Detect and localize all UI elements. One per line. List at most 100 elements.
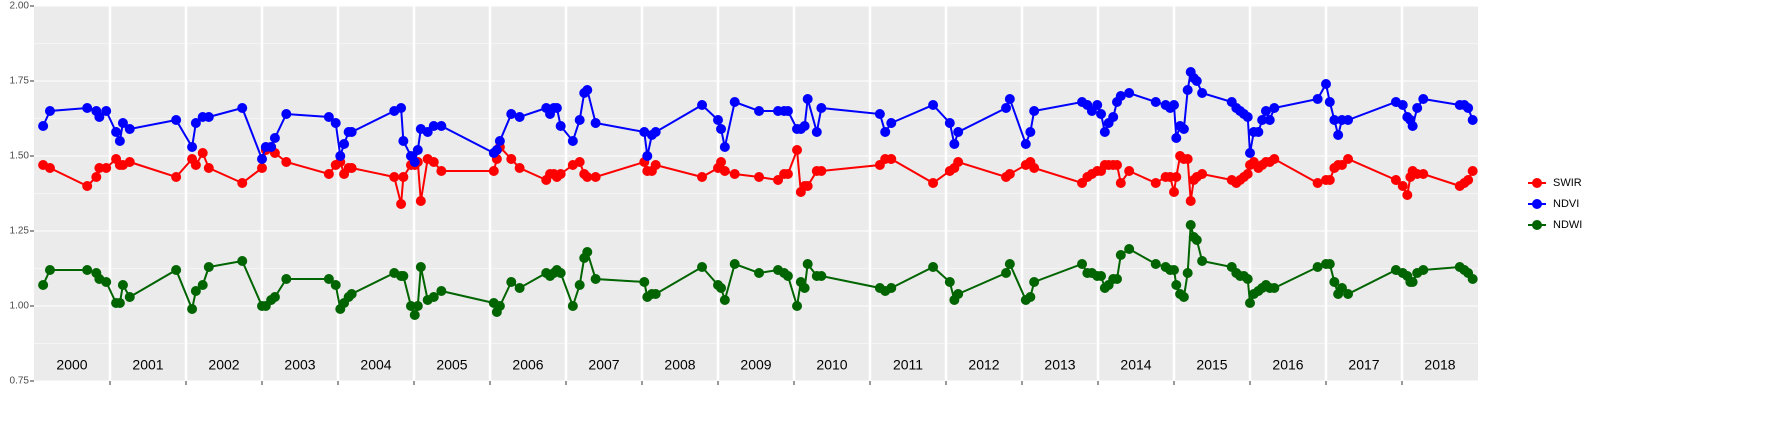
- data-point: [1260, 106, 1271, 116]
- data-point: [190, 286, 201, 296]
- data-point: [719, 295, 730, 305]
- data-point: [436, 166, 447, 176]
- data-point: [1467, 274, 1478, 284]
- data-point: [754, 106, 765, 116]
- legend-label: NDWI: [1553, 219, 1582, 231]
- data-point: [389, 172, 400, 182]
- data-point: [1150, 259, 1161, 269]
- data-point: [1418, 94, 1429, 104]
- data-point: [1407, 277, 1418, 287]
- data-point: [697, 100, 708, 110]
- data-point: [928, 178, 939, 188]
- data-point: [953, 157, 964, 167]
- data-point: [1025, 292, 1036, 302]
- data-point: [886, 154, 897, 164]
- data-point: [1001, 103, 1012, 113]
- data-point: [719, 142, 730, 152]
- data-point: [1001, 268, 1012, 278]
- data-point: [782, 169, 793, 179]
- data-point: [1169, 265, 1179, 275]
- data-point: [953, 289, 964, 299]
- data-point: [1004, 169, 1015, 179]
- data-point: [405, 301, 416, 311]
- data-point: [567, 301, 578, 311]
- data-point: [44, 265, 55, 275]
- data-point: [1324, 175, 1335, 185]
- data-point: [412, 301, 423, 311]
- data-point: [506, 154, 517, 164]
- data-point: [335, 151, 346, 161]
- data-point: [1242, 112, 1253, 122]
- data-point: [1115, 250, 1126, 260]
- data-point: [1185, 220, 1196, 230]
- y-tick-label: 1.50: [10, 151, 30, 162]
- data-point: [398, 271, 409, 281]
- data-point: [816, 166, 827, 176]
- data-point: [1029, 106, 1040, 116]
- data-point: [257, 154, 267, 164]
- data-point: [1077, 259, 1088, 269]
- data-point: [203, 112, 214, 122]
- data-point: [713, 115, 723, 125]
- data-point: [1312, 178, 1323, 188]
- data-point: [514, 112, 525, 122]
- data-point: [792, 301, 803, 311]
- data-point: [802, 94, 813, 104]
- data-point: [1092, 100, 1103, 110]
- data-point: [1029, 163, 1040, 173]
- data-point: [1150, 178, 1161, 188]
- data-point: [1329, 277, 1340, 287]
- data-point: [1336, 160, 1347, 170]
- data-point: [1099, 127, 1110, 137]
- data-point: [1112, 160, 1122, 170]
- data-point: [488, 166, 499, 176]
- data-point: [590, 172, 601, 182]
- y-tick-label: 1.00: [10, 301, 30, 312]
- data-point: [1343, 289, 1354, 299]
- year-label: 2001: [132, 357, 163, 373]
- data-point: [1025, 127, 1036, 137]
- data-point: [323, 112, 334, 122]
- data-point: [428, 157, 439, 167]
- data-point: [1115, 91, 1126, 101]
- year-label: 2017: [1348, 357, 1379, 373]
- year-label: 2015: [1196, 357, 1227, 373]
- year-label: 2014: [1120, 357, 1151, 373]
- data-point: [1191, 235, 1202, 245]
- data-point: [1191, 76, 1202, 86]
- data-point: [491, 145, 502, 155]
- data-point: [551, 103, 562, 113]
- data-point: [1269, 103, 1280, 113]
- data-point: [1467, 115, 1478, 125]
- data-point: [574, 115, 585, 125]
- data-point: [1312, 262, 1323, 272]
- data-point: [1197, 169, 1208, 179]
- data-point: [1245, 148, 1255, 158]
- data-point: [953, 127, 964, 137]
- data-point: [1343, 154, 1354, 164]
- data-point: [1004, 259, 1015, 269]
- data-point: [514, 163, 525, 173]
- data-point: [1402, 190, 1413, 200]
- data-point: [1264, 115, 1275, 125]
- data-point: [590, 274, 601, 284]
- data-point: [494, 136, 505, 146]
- data-point: [582, 85, 593, 95]
- data-point: [1242, 169, 1253, 179]
- data-point: [1178, 292, 1189, 302]
- data-point: [44, 106, 55, 116]
- data-point: [650, 160, 661, 170]
- data-point: [802, 181, 813, 191]
- data-point: [1020, 139, 1031, 149]
- year-label: 2011: [893, 357, 923, 373]
- data-point: [1269, 283, 1280, 293]
- data-point: [514, 283, 525, 293]
- data-point: [1169, 100, 1179, 110]
- data-point: [639, 127, 650, 137]
- data-point: [1463, 103, 1474, 113]
- year-label: 2013: [1044, 357, 1075, 373]
- year-label: 2005: [436, 357, 467, 373]
- data-point: [197, 280, 208, 290]
- data-point: [323, 169, 334, 179]
- data-point: [1171, 172, 1182, 182]
